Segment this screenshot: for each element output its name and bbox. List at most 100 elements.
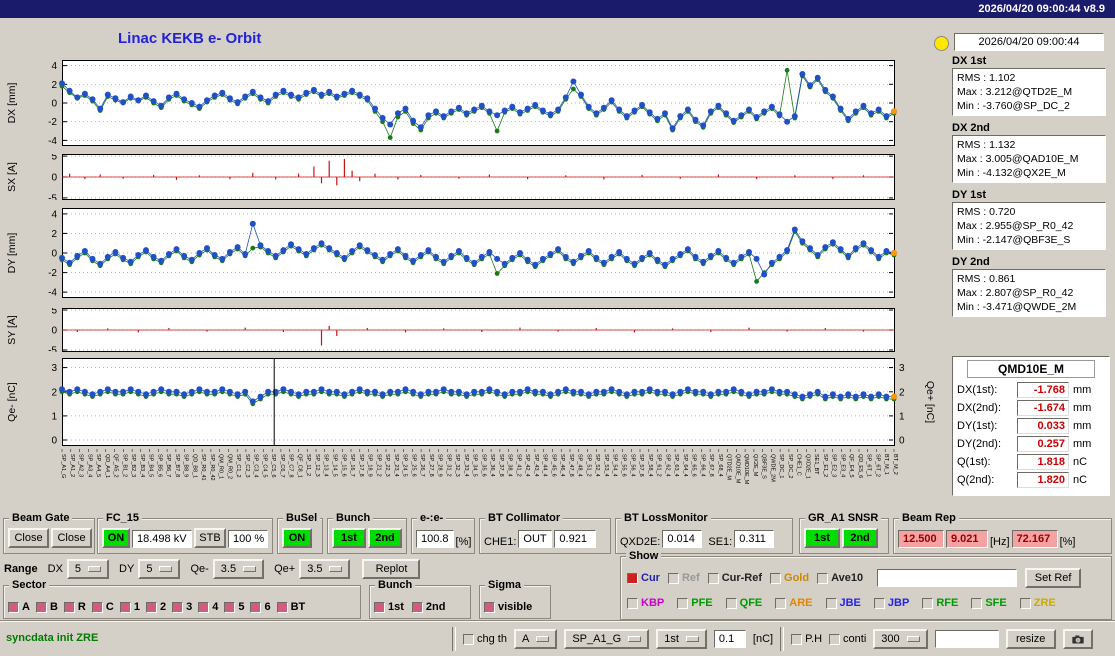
svg-text:SP_21_2: SP_21_2 (375, 454, 381, 477)
stats-panel: DX 1st RMS : 1.102 Max : 3.212@QTD2E_M Min … (952, 55, 1106, 323)
svg-text:0: 0 (51, 173, 57, 184)
show-gold-checkbox[interactable] (770, 572, 782, 584)
beam-gate-close-2-button[interactable]: Close (51, 528, 92, 548)
sector-a-label: A (22, 601, 30, 613)
conti-checkbox[interactable] (829, 633, 841, 645)
show-are-checkbox[interactable] (775, 597, 787, 609)
plot-dx[interactable]: 4 2 0 -2 -4 DX [mm] (2, 60, 940, 146)
range-dy-select[interactable]: 5 (138, 559, 181, 579)
monitor-title: QMD10E_M (967, 360, 1095, 378)
svg-text:5: 5 (51, 308, 57, 317)
range-dx-select[interactable]: 5 (66, 559, 110, 579)
svg-text:QF_A5_2: QF_A5_2 (113, 454, 119, 478)
range-qep-select[interactable]: 3.5 (299, 559, 351, 579)
sector-1-checkbox[interactable] (119, 601, 131, 613)
svg-text:SP_DC_2: SP_DC_2 (787, 454, 793, 478)
stat-group-dx-1st: DX 1st RMS : 1.102 Max : 3.212@QTD2E_M Min … (952, 55, 1106, 116)
bunch-2nd-button[interactable]: 2nd (368, 528, 402, 548)
svg-text:SP_C4_5: SP_C4_5 (261, 454, 267, 478)
range-qem-select[interactable]: 3.5 (212, 559, 265, 579)
statusbar-text-input[interactable] (934, 630, 999, 648)
svg-text:SP_45_6: SP_45_6 (550, 454, 556, 477)
set-ref-button[interactable]: Set Ref (1025, 568, 1082, 588)
conti-item: conti (829, 633, 866, 645)
show-jbp-checkbox[interactable] (873, 597, 885, 609)
show-ave10-checkbox[interactable] (817, 572, 829, 584)
sector-3-checkbox[interactable] (172, 601, 184, 613)
svg-text:Qe+ [nC]: Qe+ [nC] (924, 381, 936, 423)
plot-sx[interactable]: 5 0 -5 SX [A] (2, 154, 940, 200)
svg-text:0: 0 (51, 326, 57, 337)
sector-c-label: C (105, 601, 114, 613)
optmenu-dash-icon (685, 636, 699, 642)
svg-text:SP_57_8: SP_57_8 (638, 454, 644, 477)
range-dx-label: DX (47, 563, 63, 575)
show-rfe-checkbox[interactable] (922, 597, 934, 609)
svg-text:SP_34_5: SP_34_5 (472, 454, 478, 477)
show-zre-checkbox[interactable] (1019, 597, 1031, 609)
channel-select[interactable]: A (513, 629, 558, 649)
show-cur-checkbox[interactable] (627, 572, 638, 584)
beam-gate-close-1-button[interactable]: Close (8, 528, 49, 548)
svg-text:QD_A4_1: QD_A4_1 (104, 454, 110, 478)
svg-text:SP_DC_1: SP_DC_1 (778, 454, 784, 478)
fc15-stb-button[interactable]: STB (194, 528, 226, 548)
svg-text:3: 3 (51, 363, 57, 374)
show-pfe-checkbox[interactable] (677, 597, 689, 609)
show-kbp-checkbox[interactable] (627, 597, 638, 609)
svg-text:SP_18_9: SP_18_9 (367, 454, 373, 477)
ee-ratio-value: 100.8 (416, 530, 454, 548)
ref-name-input[interactable] (877, 569, 1018, 587)
svg-text:SP_C3_4: SP_C3_4 (253, 454, 259, 478)
show-jbe-checkbox[interactable] (825, 597, 837, 609)
sector-2-checkbox[interactable] (145, 601, 157, 613)
sector-6-checkbox[interactable] (250, 601, 262, 613)
beam-rep-value-2: 9.021 (946, 530, 988, 548)
fc15-on-button[interactable]: ON (102, 528, 130, 548)
svg-text:SP_36_4: SP_36_4 (489, 454, 495, 477)
bunch-order-select[interactable]: 1st (656, 629, 707, 649)
sector-r-label: R (77, 601, 86, 613)
show-qfe-checkbox[interactable] (725, 597, 737, 609)
sector-5-checkbox[interactable] (224, 601, 236, 613)
bunch-1st-button[interactable]: 1st (332, 528, 366, 548)
resize-button[interactable]: resize (1005, 629, 1056, 649)
gr-a1-1st-button[interactable]: 1st (804, 528, 840, 548)
busel-on-button[interactable]: ON (282, 528, 312, 548)
monitor-select[interactable]: SP_A1_G (564, 629, 650, 649)
bunch-2nd-checkbox[interactable] (411, 601, 423, 613)
bunch-1st-label: 1st (388, 601, 404, 613)
plot-sy[interactable]: 5 0 -5 SY [A] (2, 308, 940, 352)
show-cur-ref-checkbox[interactable] (707, 572, 719, 584)
gr-a1-2nd-button[interactable]: 2nd (842, 528, 878, 548)
monitor-row-label: Q(1st): (957, 456, 991, 468)
sector-c-checkbox[interactable] (91, 601, 103, 613)
sector-4-checkbox[interactable] (198, 601, 210, 613)
show-ref-checkbox[interactable] (667, 572, 679, 584)
replot-button[interactable]: Replot (362, 559, 421, 579)
sector-1-label: 1 (133, 601, 140, 613)
monitor-row-unit: nC (1073, 474, 1088, 486)
fc15-kv-value: 18.498 kV (132, 530, 192, 548)
svg-text:SP_56_4: SP_56_4 (629, 454, 635, 477)
beam-rep-value-3: 72.167 (1011, 530, 1058, 548)
sector-b-checkbox[interactable] (35, 601, 47, 613)
sector-bt-checkbox[interactable] (276, 601, 288, 613)
sector-r-checkbox[interactable] (63, 601, 75, 613)
ph-checkbox[interactable] (791, 633, 803, 645)
sector-b-item: B (35, 601, 58, 613)
bunch-1st-checkbox[interactable] (374, 601, 385, 613)
plot-q[interactable]: 3 2 1 0 Qe- [nC] 3 2 1 0 Qe+ [nC] (2, 358, 940, 446)
show-sfe-checkbox[interactable] (971, 597, 983, 609)
sector-a-checkbox[interactable] (8, 601, 19, 613)
sigma-visible-checkbox[interactable] (484, 601, 495, 613)
plot-dy[interactable]: 4 2 0 -2 -4 DY [mm] (2, 208, 940, 298)
interval-select[interactable]: 300 (873, 629, 928, 649)
bunch-select-title: Bunch (375, 579, 416, 592)
bt-lossmonitor-panel: BT LossMonitor QXD2E: 0.014 SE1: 0.311 (615, 512, 793, 554)
optmenu-dash-icon (628, 636, 642, 642)
svg-text:SP_27_8: SP_27_8 (428, 454, 434, 477)
chg-th-checkbox[interactable] (463, 633, 474, 645)
screenshot-button[interactable] (1062, 629, 1093, 649)
svg-text:QWDE_2M: QWDE_2M (769, 454, 775, 482)
